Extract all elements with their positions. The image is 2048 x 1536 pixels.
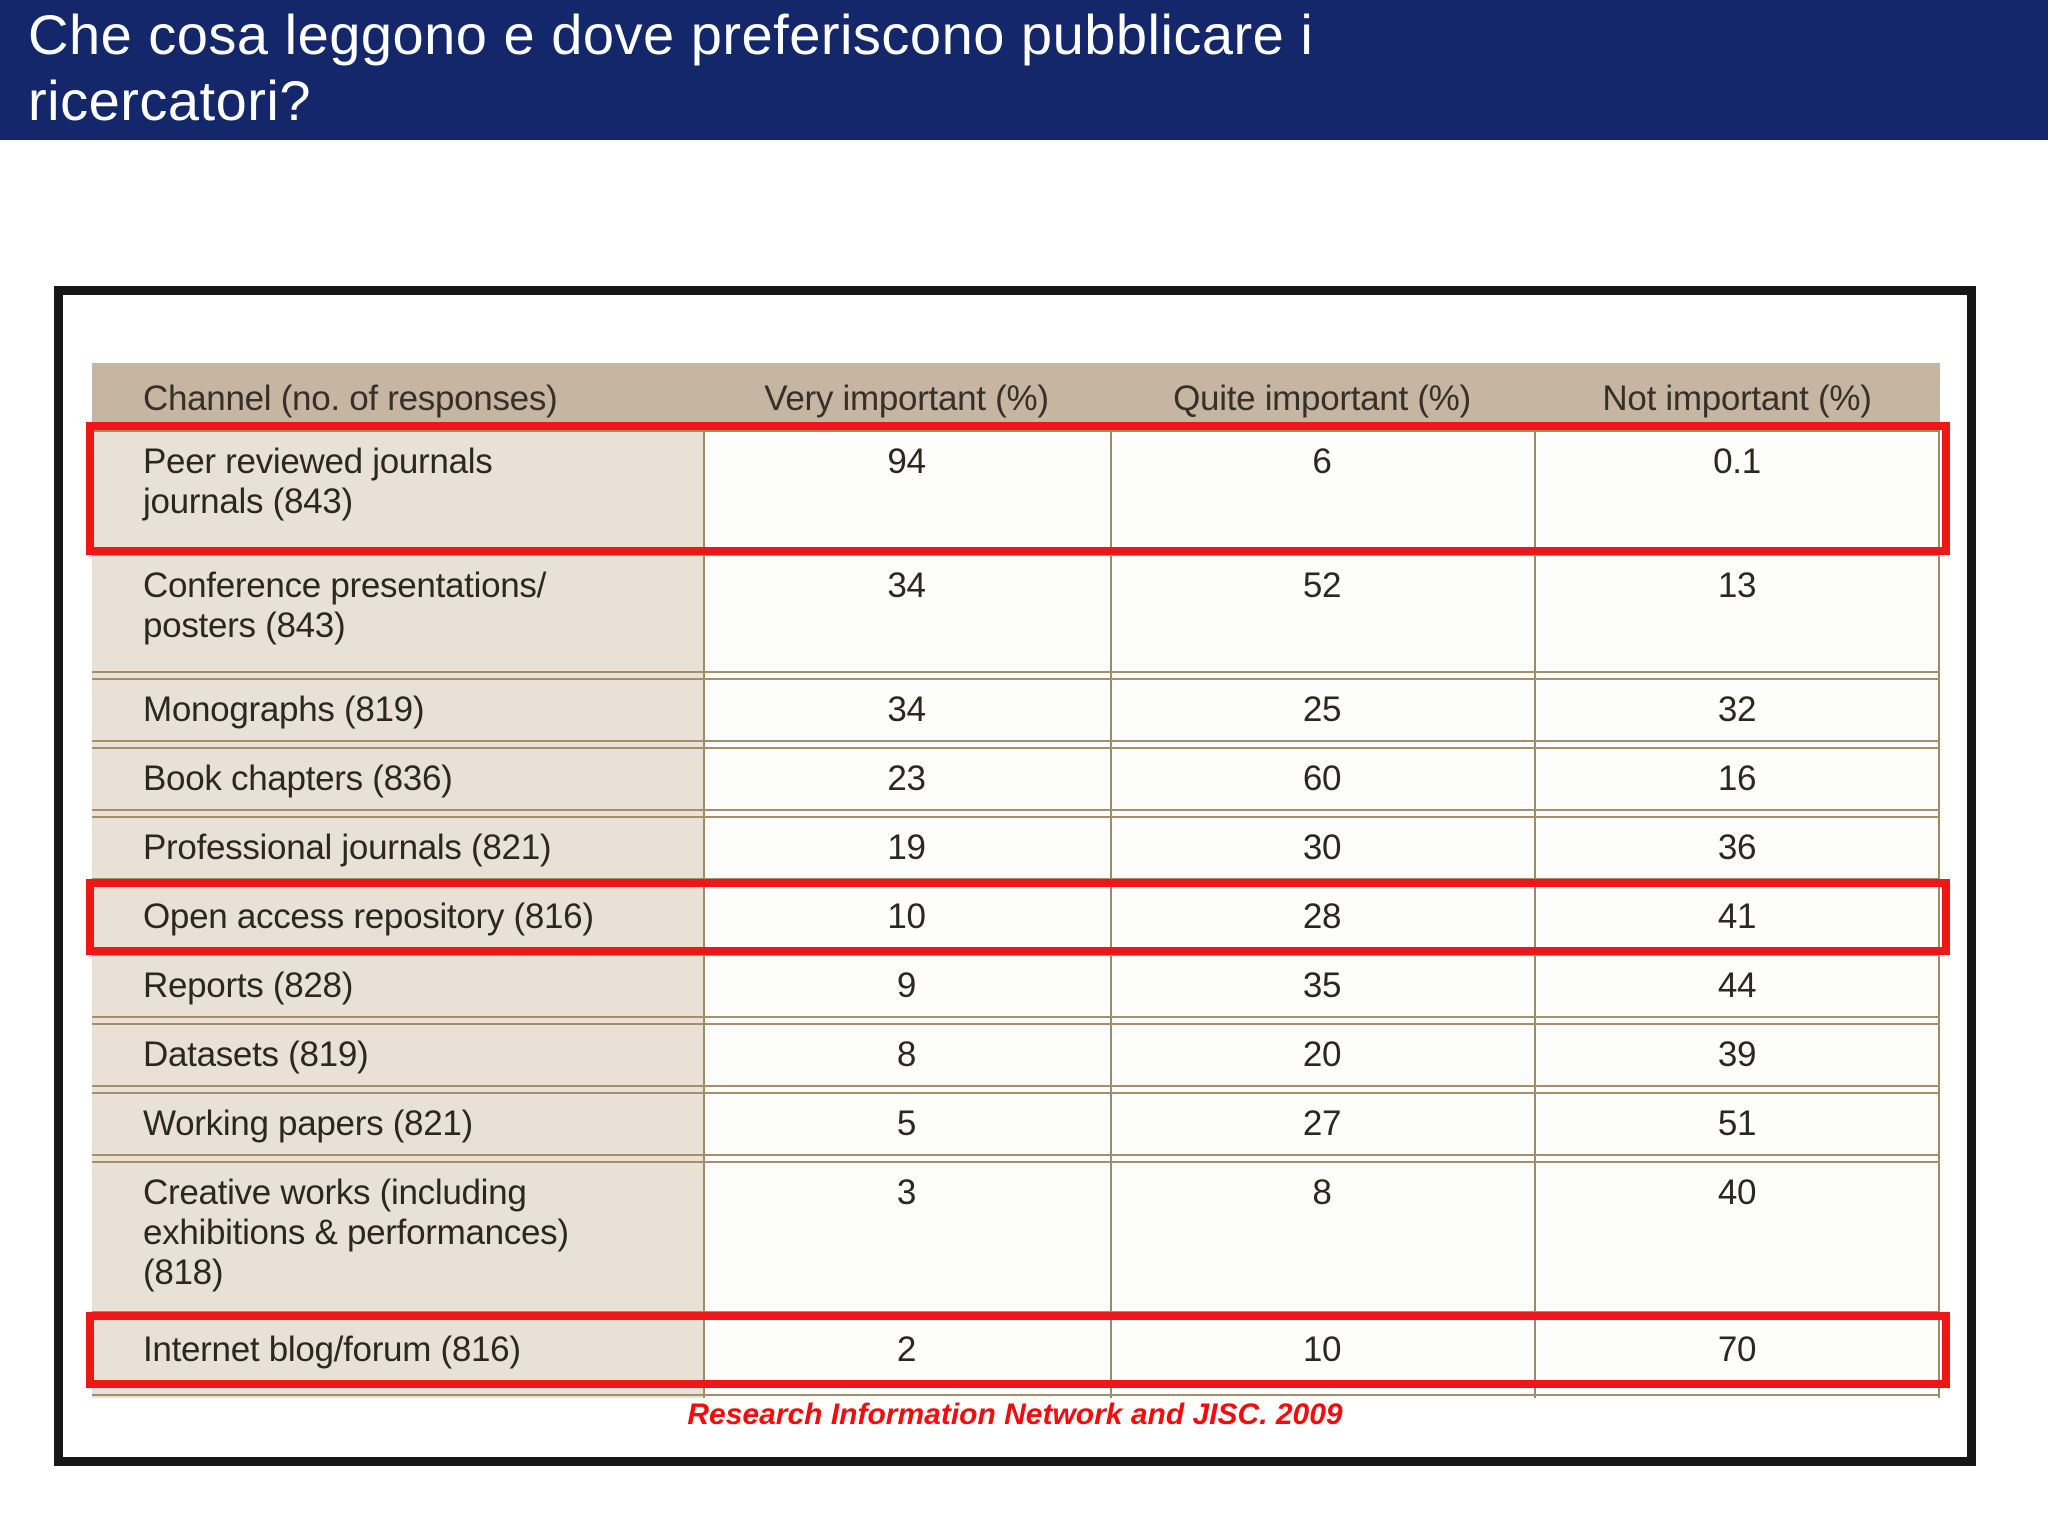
cell-value: 20 (1302, 1035, 1342, 1074)
row-divider (92, 740, 1940, 749)
table-row: Working papers (821) 5 27 51 (92, 1094, 1940, 1154)
header-not-important: Not important (%) (1602, 379, 1872, 418)
column-divider (703, 432, 705, 1398)
table-row: Book chapters (836) 23 60 16 (92, 749, 1940, 809)
row-label: Working papers (821) (143, 1104, 473, 1143)
cell-value: 10 (1302, 1330, 1342, 1369)
row-divider (92, 1154, 1940, 1163)
cell-value: 36 (1717, 828, 1757, 867)
cell-value: 10 (887, 897, 926, 936)
cell-value: 6 (1312, 442, 1332, 481)
table-row: Conference presentations/ posters (843) 3… (92, 556, 1940, 671)
table-row: Monographs (819) 34 25 32 (92, 680, 1940, 740)
row-divider (92, 809, 1940, 818)
quite-important-column-background (1110, 432, 1534, 1398)
table-bottom-edge (92, 1380, 1940, 1396)
row-label: Datasets (819) (143, 1035, 369, 1074)
cell-value: 35 (1302, 966, 1342, 1005)
table-right-edge (1938, 432, 1940, 1398)
row-label: Conference presentations/ posters (843) (143, 566, 547, 645)
cell-value: 27 (1302, 1104, 1342, 1143)
slide-title: Che cosa leggono e dove preferiscono pub… (28, 3, 1314, 132)
header-very-important: Very important (%) (764, 379, 1049, 418)
cell-value: 41 (1717, 897, 1757, 936)
column-divider (1534, 432, 1536, 1398)
table-row: Peer reviewed journals journals (843) 94 6… (92, 432, 1940, 547)
cell-value: 39 (1717, 1035, 1757, 1074)
cell-value: 3 (896, 1173, 917, 1212)
cell-value: 8 (896, 1035, 917, 1074)
row-divider (92, 671, 1940, 680)
table-row: Datasets (819) 8 20 39 (92, 1025, 1940, 1085)
cell-value: 5 (896, 1104, 917, 1143)
row-label: Open access repository (816) (143, 897, 594, 936)
cell-value: 28 (1302, 897, 1342, 936)
cell-value: 40 (1717, 1173, 1757, 1212)
cell-value: 19 (887, 828, 926, 867)
not-important-column-background (1534, 432, 1940, 1398)
title-bar: Che cosa leggono e dove preferiscono pub… (0, 0, 2048, 140)
cell-value: 2 (896, 1330, 917, 1369)
cell-value: 94 (887, 442, 926, 481)
row-label: Reports (828) (143, 966, 354, 1005)
header-channel: Channel (no. of responses) (143, 379, 558, 418)
cell-value: 70 (1717, 1330, 1757, 1369)
cell-value: 9 (896, 966, 917, 1005)
highlight-box (86, 1312, 1950, 1388)
cell-value: 34 (887, 566, 926, 605)
row-label: Creative works (including exhibitions & … (143, 1173, 569, 1292)
importance-table: Channel (no. of responses) Very importan… (86, 363, 1950, 1398)
table-row: Professional journals (821) 19 30 36 (92, 818, 1940, 878)
cell-value: 25 (1302, 690, 1342, 729)
row-divider (92, 1085, 1940, 1094)
highlight-box (86, 879, 1950, 955)
very-important-column-background (703, 432, 1110, 1398)
channel-column-background (92, 432, 703, 1398)
row-label: Professional journals (821) (143, 828, 552, 867)
source-caption: Research Information Network and JISC. 2… (687, 1398, 1343, 1431)
highlight-box (86, 422, 1950, 555)
table-row: Internet blog/forum (816) 2 10 70 (92, 1320, 1940, 1380)
cell-value: 60 (1302, 759, 1342, 798)
cell-value: 23 (887, 759, 926, 798)
row-label: Peer reviewed journals journals (843) (143, 442, 493, 521)
column-divider (1110, 432, 1112, 1398)
cell-value: 52 (1302, 566, 1342, 605)
cell-value: 13 (1717, 566, 1757, 605)
table-row: Reports (828) 9 35 44 (92, 956, 1940, 1016)
row-label: Book chapters (836) (143, 759, 453, 798)
cell-value: 0.1 (1713, 442, 1761, 481)
cell-value: 44 (1717, 966, 1757, 1005)
header-quite-important: Quite important (%) (1173, 379, 1471, 418)
cell-value: 51 (1717, 1104, 1757, 1143)
table-row: Creative works (including exhibitions & … (92, 1163, 1940, 1311)
row-label: Internet blog/forum (816) (143, 1330, 521, 1369)
cell-value: 32 (1717, 690, 1757, 729)
row-divider (92, 1016, 1940, 1025)
cell-value: 30 (1302, 828, 1342, 867)
cell-value: 34 (887, 690, 926, 729)
row-label: Monographs (819) (143, 690, 425, 729)
table-row: Open access repository (816) 10 28 41 (92, 887, 1940, 947)
table-header-row: Channel (no. of responses) Very importan… (92, 363, 1940, 432)
cell-value: 16 (1717, 759, 1757, 798)
cell-value: 8 (1312, 1173, 1332, 1212)
